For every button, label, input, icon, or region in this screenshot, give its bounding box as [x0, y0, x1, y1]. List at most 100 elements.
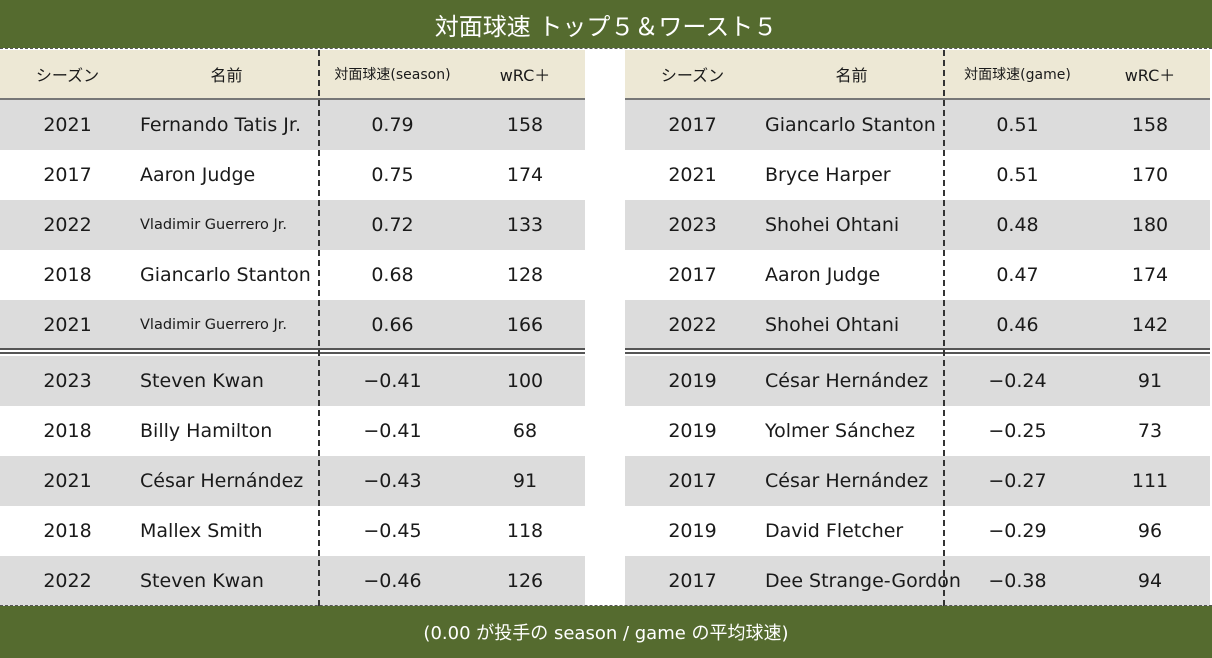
table-row: 2022 Steven Kwan −0.46 126 — [0, 556, 585, 606]
cell-velocity: −0.41 — [363, 420, 422, 442]
cell-name: Shohei Ohtani — [765, 214, 900, 236]
cell-name: Aaron Judge — [765, 264, 881, 286]
cell-season: 2019 — [668, 420, 717, 442]
cell-season: 2017 — [43, 164, 92, 186]
cell-wrc-plus: 126 — [506, 570, 544, 592]
table-row: 2017 Aaron Judge 0.75 174 — [0, 150, 585, 200]
table-row: 2023 Shohei Ohtani 0.48 180 — [625, 200, 1210, 250]
table-row: 2019 Yolmer Sánchez −0.25 73 — [625, 406, 1210, 456]
cell-velocity: 0.51 — [996, 114, 1039, 136]
column-header-name: 名前 — [835, 66, 868, 85]
column-divider — [943, 50, 945, 606]
column-header-velocity: 対面球速(season) — [334, 67, 451, 83]
cell-velocity: −0.41 — [363, 370, 422, 392]
table-row: 2018 Billy Hamilton −0.41 68 — [0, 406, 585, 456]
cell-velocity: 0.48 — [996, 214, 1039, 236]
cell-season: 2021 — [668, 164, 717, 186]
cell-wrc-plus: 96 — [1137, 520, 1163, 542]
cell-name: César Hernández — [140, 470, 304, 492]
table-row: 2018 Giancarlo Stanton 0.68 128 — [0, 250, 585, 300]
cell-name: Yolmer Sánchez — [765, 420, 915, 442]
cell-velocity: 0.51 — [996, 164, 1039, 186]
cell-name: Fernando Tatis Jr. — [140, 114, 301, 136]
table-row: 2021 Fernando Tatis Jr. 0.79 158 — [0, 100, 585, 150]
column-header-wrc-plus: wRC＋ — [1124, 66, 1176, 85]
cell-name: Aaron Judge — [140, 164, 256, 186]
cell-name: Shohei Ohtani — [765, 314, 900, 336]
table-row: 2017 Dee Strange-Gordon −0.38 94 — [625, 556, 1210, 606]
season-table: シーズン 名前 対面球速(season) wRC＋ 2021 Fernando Tatis… — [0, 50, 585, 606]
cell-velocity: −0.46 — [363, 570, 422, 592]
cell-velocity: −0.38 — [988, 570, 1047, 592]
cell-wrc-plus: 128 — [506, 264, 544, 286]
cell-wrc-plus: 174 — [506, 164, 544, 186]
cell-name: Vladimir Guerrero Jr. — [140, 317, 288, 333]
cell-velocity: −0.25 — [988, 420, 1047, 442]
table-row: 2021 César Hernández −0.43 91 — [0, 456, 585, 506]
table-row: 2019 David Fletcher −0.29 96 — [625, 506, 1210, 556]
cell-name: Steven Kwan — [140, 570, 264, 592]
cell-season: 2023 — [43, 370, 92, 392]
cell-wrc-plus: 91 — [1137, 370, 1163, 392]
table-row: 2021 Vladimir Guerrero Jr. 0.66 166 — [0, 300, 585, 350]
top-worst-separator — [625, 348, 1210, 354]
cell-wrc-plus: 133 — [506, 214, 544, 236]
cell-season: 2018 — [43, 264, 92, 286]
cell-wrc-plus: 158 — [506, 114, 544, 136]
table-row: 2021 Bryce Harper 0.51 170 — [625, 150, 1210, 200]
column-header-velocity: 対面球速(game) — [964, 67, 1071, 83]
cell-season: 2019 — [668, 370, 717, 392]
footnote: (0.00 が投手の season / game の平均球速) — [0, 606, 1212, 658]
column-header-wrc-plus: wRC＋ — [499, 66, 551, 85]
cell-name: Giancarlo Stanton — [765, 114, 936, 136]
cell-wrc-plus: 174 — [1131, 264, 1169, 286]
cell-velocity: −0.29 — [988, 520, 1047, 542]
cell-name: Bryce Harper — [765, 164, 891, 186]
cell-wrc-plus: 94 — [1137, 570, 1163, 592]
cell-name: Vladimir Guerrero Jr. — [140, 217, 288, 233]
cell-wrc-plus: 91 — [512, 470, 538, 492]
cell-wrc-plus: 100 — [506, 370, 544, 392]
table-row: 2017 César Hernández −0.27 111 — [625, 456, 1210, 506]
cell-wrc-plus: 158 — [1131, 114, 1169, 136]
cell-name: Giancarlo Stanton — [140, 264, 311, 286]
cell-velocity: 0.75 — [371, 164, 414, 186]
cell-season: 2017 — [668, 570, 717, 592]
cell-season: 2019 — [668, 520, 717, 542]
top-worst-separator — [0, 348, 585, 354]
cell-wrc-plus: 73 — [1137, 420, 1163, 442]
cell-wrc-plus: 111 — [1131, 470, 1169, 492]
cell-velocity: 0.47 — [996, 264, 1039, 286]
top-divider — [0, 48, 1212, 49]
cell-wrc-plus: 166 — [506, 314, 544, 336]
cell-velocity: −0.24 — [988, 370, 1047, 392]
cell-season: 2018 — [43, 520, 92, 542]
table-row: 2023 Steven Kwan −0.41 100 — [0, 356, 585, 406]
cell-name: Steven Kwan — [140, 370, 264, 392]
cell-velocity: 0.79 — [371, 114, 414, 136]
cell-wrc-plus: 170 — [1131, 164, 1169, 186]
cell-season: 2018 — [43, 420, 92, 442]
table-header: シーズン 名前 対面球速(game) wRC＋ — [625, 50, 1210, 100]
table-row: 2017 Aaron Judge 0.47 174 — [625, 250, 1210, 300]
column-header-name: 名前 — [210, 66, 243, 85]
table-row: 2017 Giancarlo Stanton 0.51 158 — [625, 100, 1210, 150]
cell-season: 2017 — [668, 264, 717, 286]
column-header-season: シーズン — [660, 66, 725, 85]
cell-name: David Fletcher — [765, 520, 904, 542]
cell-season: 2022 — [43, 570, 92, 592]
cell-velocity: 0.68 — [371, 264, 414, 286]
table-row: 2022 Shohei Ohtani 0.46 142 — [625, 300, 1210, 350]
cell-velocity: 0.46 — [996, 314, 1039, 336]
cell-name: César Hernández — [765, 370, 929, 392]
cell-wrc-plus: 68 — [512, 420, 538, 442]
cell-name: César Hernández — [765, 470, 929, 492]
bottom-divider — [0, 605, 1212, 606]
cell-season: 2021 — [43, 114, 92, 136]
chart-title: 対面球速 トップ５＆ワースト５ — [0, 0, 1212, 48]
table-row: 2022 Vladimir Guerrero Jr. 0.72 133 — [0, 200, 585, 250]
cell-wrc-plus: 180 — [1131, 214, 1169, 236]
cell-season: 2022 — [668, 314, 717, 336]
cell-season: 2021 — [43, 314, 92, 336]
cell-velocity: 0.66 — [371, 314, 414, 336]
